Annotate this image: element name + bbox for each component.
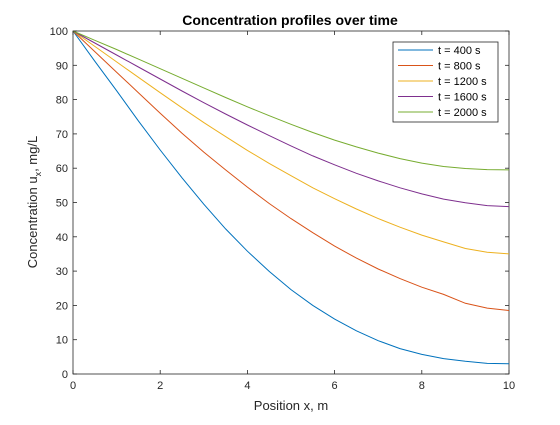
x-tick-label: 6	[332, 380, 338, 392]
y-axis-label-unit: , mg/L	[25, 136, 40, 172]
y-tick-label: 40	[56, 232, 68, 244]
legend-label-4: t = 1600 s	[438, 92, 487, 104]
y-axis-ticks: 0 10 20 30 40 50 60 70 80 90 100	[50, 26, 509, 381]
x-tick-label: 4	[244, 380, 250, 392]
chart-title: Concentration profiles over time	[182, 12, 398, 28]
y-tick-label: 80	[56, 95, 68, 107]
series-line-3	[72, 30, 510, 255]
legend-label-5: t = 2000 s	[438, 107, 487, 119]
y-tick-label: 30	[56, 266, 68, 278]
y-tick-label: 90	[56, 60, 68, 72]
series-line-2	[72, 30, 510, 311]
y-axis-label-subscript: x	[33, 171, 43, 176]
legend-label-1: t = 400 s	[438, 45, 481, 57]
y-tick-label: 70	[56, 129, 68, 141]
y-axis-label: Concentration ux, mg/L	[25, 136, 43, 268]
x-axis-ticks: 0 2 4 6 8 10	[70, 31, 515, 392]
y-tick-label: 0	[62, 369, 68, 381]
x-tick-label: 8	[419, 380, 425, 392]
y-tick-label: 50	[56, 198, 68, 210]
y-tick-label: 10	[56, 335, 68, 347]
y-tick-label: 100	[50, 26, 68, 38]
y-axis-label-main: Concentration u	[25, 176, 40, 268]
x-axis-label: Position x, m	[254, 398, 328, 413]
x-tick-label: 0	[70, 380, 76, 392]
y-tick-label: 60	[56, 163, 68, 175]
legend: t = 400 s t = 800 s t = 1200 s t = 1600 s t …	[392, 41, 499, 123]
legend-box	[392, 41, 499, 123]
series-line-1	[72, 30, 510, 365]
series-line-4	[72, 30, 510, 208]
x-tick-label: 2	[157, 380, 163, 392]
series-line-5	[72, 30, 510, 171]
series-layer	[72, 30, 510, 365]
legend-label-3: t = 1200 s	[438, 76, 487, 88]
x-tick-label: 10	[503, 380, 515, 392]
y-tick-label: 20	[56, 300, 68, 312]
legend-label-2: t = 800 s	[438, 61, 481, 73]
